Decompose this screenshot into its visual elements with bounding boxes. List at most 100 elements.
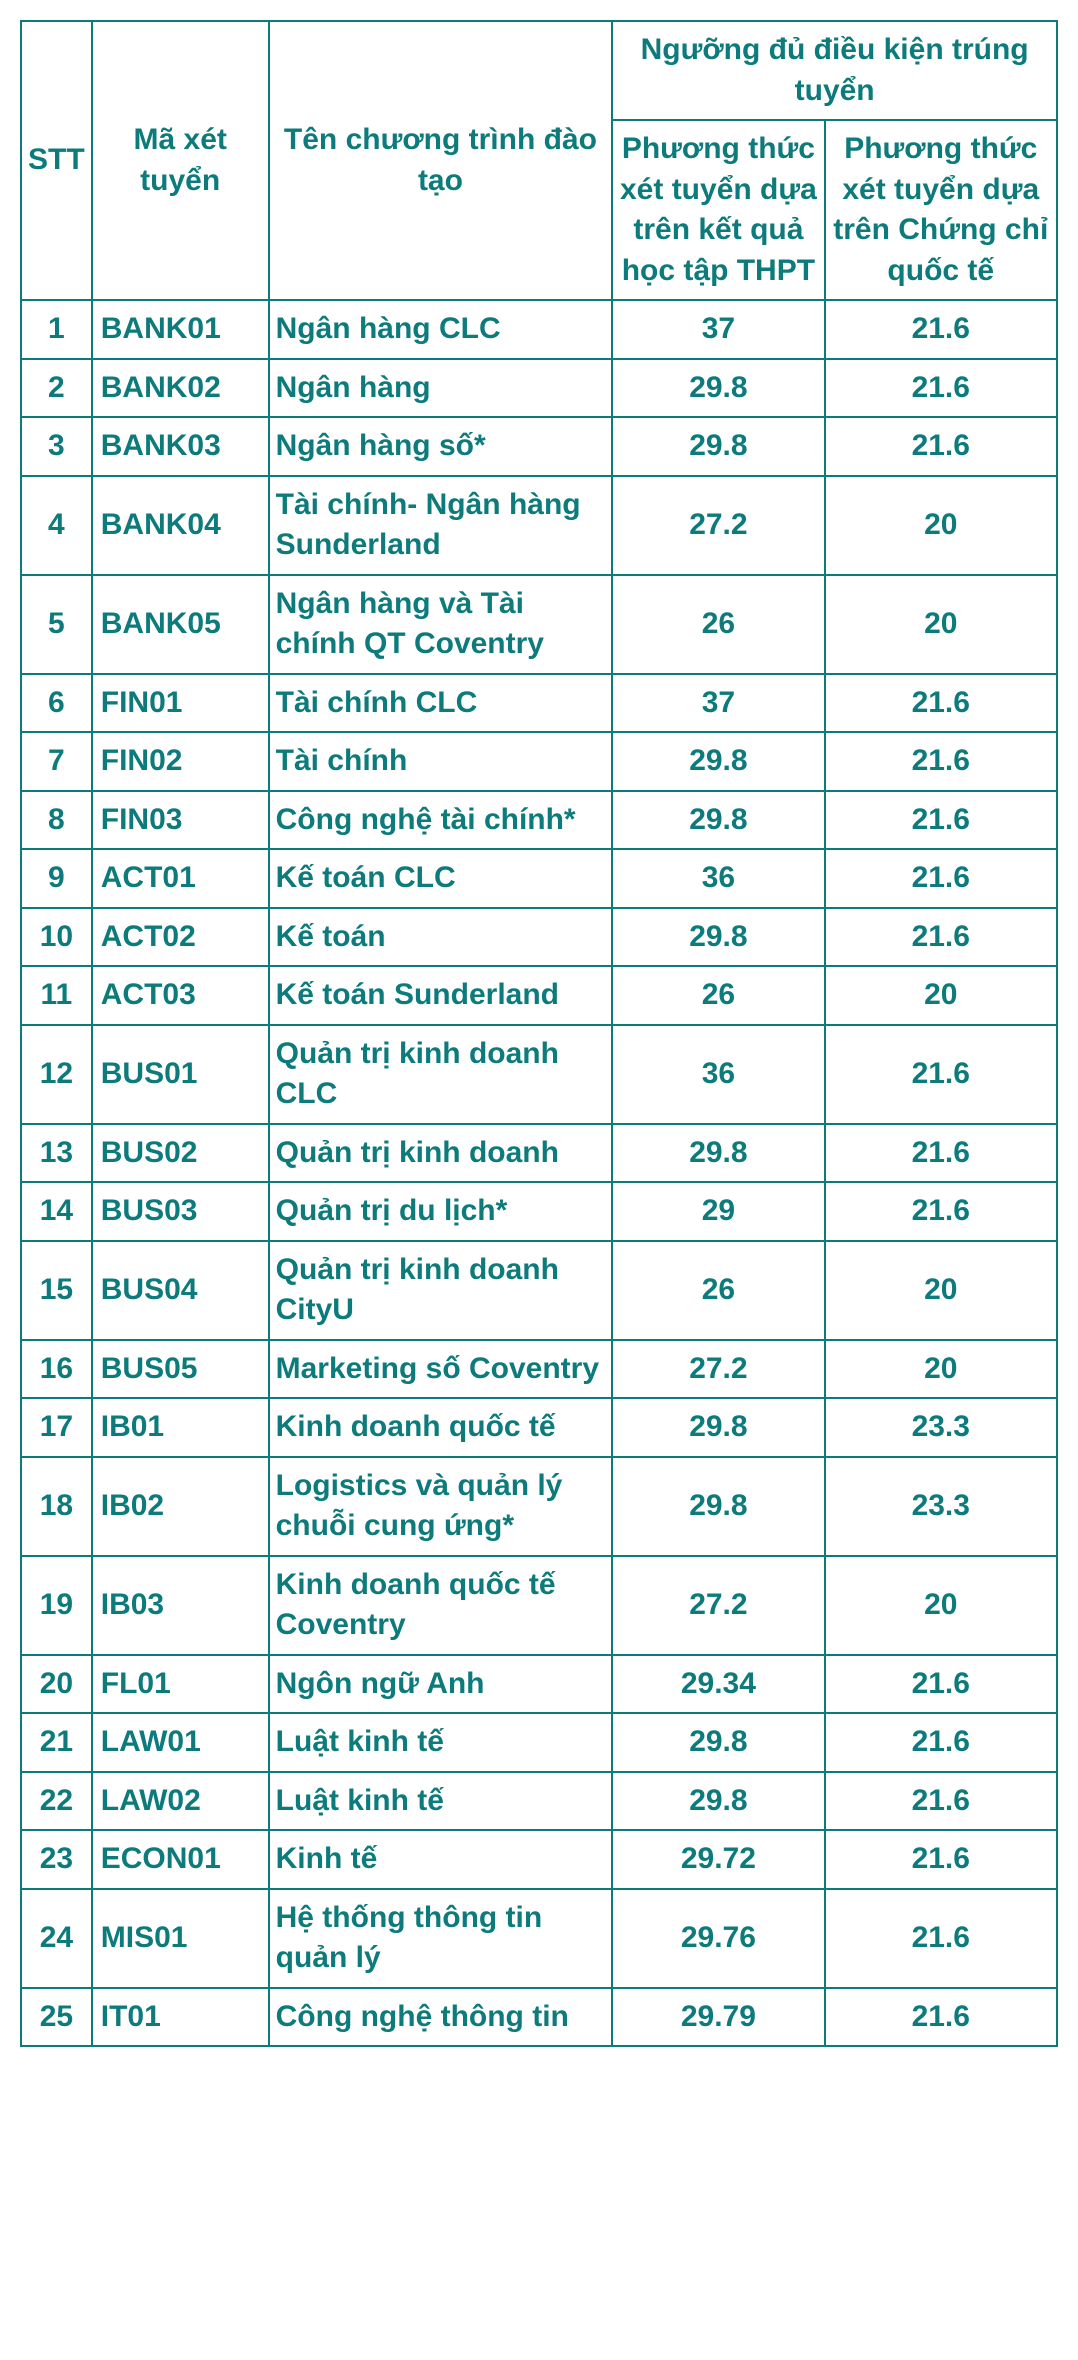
header-method2: Phương thức xét tuyển dựa trên Chứng chỉ… — [825, 120, 1057, 300]
header-threshold-group: Ngưỡng đủ điều kiện trúng tuyển — [612, 21, 1057, 120]
cell-stt: 7 — [21, 732, 92, 791]
cell-program-name: Quản trị kinh doanh CLC — [269, 1025, 613, 1124]
cell-method2-score: 20 — [825, 575, 1057, 674]
table-row: 8FIN03Công nghệ tài chính*29.821.6 — [21, 791, 1057, 850]
cell-stt: 17 — [21, 1398, 92, 1457]
cell-code: BANK02 — [92, 359, 269, 418]
cell-program-name: Tài chính CLC — [269, 674, 613, 733]
table-header: STT Mã xét tuyển Tên chương trình đào tạ… — [21, 21, 1057, 300]
cell-method2-score: 23.3 — [825, 1457, 1057, 1556]
header-method1: Phương thức xét tuyển dựa trên kết quả h… — [612, 120, 824, 300]
cell-method2-score: 21.6 — [825, 417, 1057, 476]
cell-program-name: Luật kinh tế — [269, 1713, 613, 1772]
table-row: 22LAW02Luật kinh tế29.821.6 — [21, 1772, 1057, 1831]
cell-method2-score: 21.6 — [825, 791, 1057, 850]
cell-program-name: Hệ thống thông tin quản lý — [269, 1889, 613, 1988]
cell-method2-score: 21.6 — [825, 1182, 1057, 1241]
cell-stt: 15 — [21, 1241, 92, 1340]
table-row: 14BUS03Quản trị du lịch*2921.6 — [21, 1182, 1057, 1241]
cell-code: BANK03 — [92, 417, 269, 476]
cell-code: BUS05 — [92, 1340, 269, 1399]
cell-program-name: Tài chính — [269, 732, 613, 791]
cell-method2-score: 21.6 — [825, 1889, 1057, 1988]
cell-method2-score: 21.6 — [825, 849, 1057, 908]
table-row: 15BUS04Quản trị kinh doanh CityU2620 — [21, 1241, 1057, 1340]
cell-code: LAW01 — [92, 1713, 269, 1772]
cell-method2-score: 20 — [825, 1241, 1057, 1340]
cell-method2-score: 21.6 — [825, 300, 1057, 359]
cell-stt: 12 — [21, 1025, 92, 1124]
cell-code: FIN02 — [92, 732, 269, 791]
table-row: 12BUS01Quản trị kinh doanh CLC3621.6 — [21, 1025, 1057, 1124]
cell-method1-score: 29.8 — [612, 791, 824, 850]
cell-stt: 13 — [21, 1124, 92, 1183]
cell-method1-score: 27.2 — [612, 1556, 824, 1655]
cell-stt: 3 — [21, 417, 92, 476]
header-code: Mã xét tuyển — [92, 21, 269, 300]
cell-method1-score: 26 — [612, 1241, 824, 1340]
cell-method1-score: 29.8 — [612, 1398, 824, 1457]
cell-method1-score: 29.8 — [612, 1772, 824, 1831]
table-row: 6FIN01Tài chính CLC3721.6 — [21, 674, 1057, 733]
cell-program-name: Kinh doanh quốc tế Coventry — [269, 1556, 613, 1655]
cell-program-name: Công nghệ thông tin — [269, 1988, 613, 2047]
cell-method2-score: 20 — [825, 1556, 1057, 1655]
cell-code: IB03 — [92, 1556, 269, 1655]
table-row: 18IB02Logistics và quản lý chuỗi cung ứn… — [21, 1457, 1057, 1556]
cell-stt: 19 — [21, 1556, 92, 1655]
cell-code: ACT02 — [92, 908, 269, 967]
cell-stt: 16 — [21, 1340, 92, 1399]
table-row: 11ACT03Kế toán Sunderland2620 — [21, 966, 1057, 1025]
cell-method2-score: 21.6 — [825, 1655, 1057, 1714]
cell-stt: 4 — [21, 476, 92, 575]
table-row: 19IB03Kinh doanh quốc tế Coventry27.220 — [21, 1556, 1057, 1655]
cell-method1-score: 37 — [612, 674, 824, 733]
cell-method2-score: 21.6 — [825, 1025, 1057, 1124]
cell-method2-score: 20 — [825, 1340, 1057, 1399]
cell-method1-score: 27.2 — [612, 476, 824, 575]
cell-stt: 10 — [21, 908, 92, 967]
cell-method2-score: 20 — [825, 966, 1057, 1025]
cell-stt: 9 — [21, 849, 92, 908]
table-row: 21LAW01Luật kinh tế29.821.6 — [21, 1713, 1057, 1772]
cell-method1-score: 29.8 — [612, 1457, 824, 1556]
cell-code: FIN01 — [92, 674, 269, 733]
cell-method2-score: 21.6 — [825, 1988, 1057, 2047]
cell-code: BUS03 — [92, 1182, 269, 1241]
table-row: 5BANK05Ngân hàng và Tài chính QT Coventr… — [21, 575, 1057, 674]
cell-program-name: Kinh doanh quốc tế — [269, 1398, 613, 1457]
table-row: 2BANK02Ngân hàng29.821.6 — [21, 359, 1057, 418]
cell-program-name: Tài chính- Ngân hàng Sunderland — [269, 476, 613, 575]
cell-code: IB01 — [92, 1398, 269, 1457]
cell-code: BUS01 — [92, 1025, 269, 1124]
cell-method2-score: 21.6 — [825, 359, 1057, 418]
cell-method2-score: 21.6 — [825, 674, 1057, 733]
cell-stt: 22 — [21, 1772, 92, 1831]
cell-program-name: Marketing số Coventry — [269, 1340, 613, 1399]
table-row: 1BANK01Ngân hàng CLC3721.6 — [21, 300, 1057, 359]
cell-method2-score: 21.6 — [825, 908, 1057, 967]
cell-code: BANK05 — [92, 575, 269, 674]
cell-program-name: Logistics và quản lý chuỗi cung ứng* — [269, 1457, 613, 1556]
cell-code: IT01 — [92, 1988, 269, 2047]
cell-stt: 2 — [21, 359, 92, 418]
header-name: Tên chương trình đào tạo — [269, 21, 613, 300]
cell-program-name: Quản trị kinh doanh CityU — [269, 1241, 613, 1340]
cell-code: ACT01 — [92, 849, 269, 908]
cell-stt: 18 — [21, 1457, 92, 1556]
cell-program-name: Ngân hàng số* — [269, 417, 613, 476]
cell-stt: 25 — [21, 1988, 92, 2047]
cell-code: BANK01 — [92, 300, 269, 359]
cell-method1-score: 29.8 — [612, 732, 824, 791]
cell-program-name: Ngân hàng CLC — [269, 300, 613, 359]
cell-method1-score: 29.79 — [612, 1988, 824, 2047]
cell-code: BUS02 — [92, 1124, 269, 1183]
cell-method1-score: 26 — [612, 966, 824, 1025]
cell-method2-score: 21.6 — [825, 1830, 1057, 1889]
cell-method1-score: 29 — [612, 1182, 824, 1241]
cell-program-name: Ngân hàng và Tài chính QT Coventry — [269, 575, 613, 674]
cell-code: ECON01 — [92, 1830, 269, 1889]
cell-method1-score: 36 — [612, 1025, 824, 1124]
cell-stt: 8 — [21, 791, 92, 850]
table-body: 1BANK01Ngân hàng CLC3721.62BANK02Ngân hà… — [21, 300, 1057, 2046]
